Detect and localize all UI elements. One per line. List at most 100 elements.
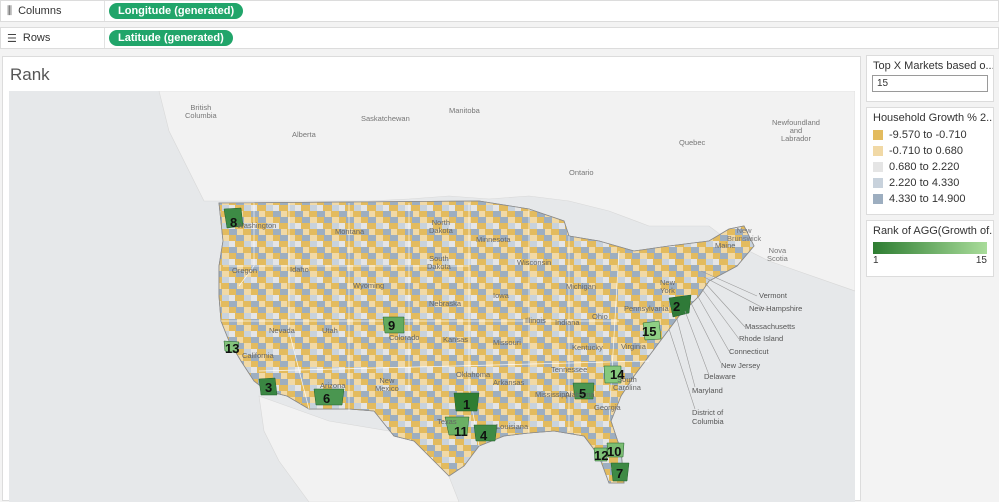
label-oklahoma: Oklahoma bbox=[456, 370, 491, 379]
columns-shelf[interactable]: ⫼ Columns Longitude (generated) bbox=[0, 0, 999, 22]
rank-gradient bbox=[873, 242, 987, 254]
label-wyoming: Wyoming bbox=[353, 281, 385, 290]
rank-label[interactable]: 5 bbox=[579, 386, 587, 401]
rank-label[interactable]: 8 bbox=[230, 215, 238, 230]
label-texas: Texas bbox=[437, 417, 457, 426]
label-georgia: Georgia bbox=[594, 403, 621, 412]
label-alabama: Alabama bbox=[565, 390, 595, 399]
map-view[interactable]: British Columbia Alberta Saskatchewan Ma… bbox=[9, 91, 855, 502]
rank-label[interactable]: 4 bbox=[480, 428, 488, 443]
label-nevada: Nevada bbox=[269, 326, 295, 335]
legend-item[interactable]: -9.570 to -0.710 bbox=[867, 127, 993, 143]
longitude-pill[interactable]: Longitude (generated) bbox=[109, 3, 244, 19]
label-kansas: Kansas bbox=[443, 335, 469, 344]
label-new-mexico: New Mexico bbox=[375, 376, 399, 393]
rank-max-label: 15 bbox=[975, 255, 987, 266]
label-nebraska: Nebraska bbox=[429, 299, 462, 308]
rank-label[interactable]: 9 bbox=[388, 318, 396, 333]
columns-shelf-label: ⫼ Columns bbox=[1, 1, 105, 21]
callout-connecticut: Connecticut bbox=[729, 347, 769, 356]
label-maine: Maine bbox=[715, 241, 736, 250]
label-new-york: New York bbox=[660, 278, 676, 295]
legend-swatch bbox=[873, 162, 883, 172]
rank-label[interactable]: 15 bbox=[642, 324, 657, 339]
rows-shelf-label: ☰ Rows bbox=[1, 28, 105, 48]
ranked-markets bbox=[223, 207, 692, 482]
parameter-title: Top X Markets based o... bbox=[873, 60, 993, 72]
worksheet: Rank bbox=[2, 56, 861, 502]
label-arkansas: Arkansas bbox=[493, 378, 525, 387]
legend-item[interactable]: 0.680 to 2.220 bbox=[867, 159, 993, 175]
rank-label[interactable]: 10 bbox=[607, 444, 622, 459]
callout-vermont: Vermont bbox=[759, 291, 787, 300]
rows-shelf[interactable]: ☰ Rows Latitude (generated) bbox=[0, 27, 999, 49]
callout-maryland: Maryland bbox=[692, 386, 723, 395]
label-quebec: Quebec bbox=[679, 138, 706, 147]
rank-legend: Rank of AGG(Growth of... 1 15 bbox=[866, 220, 994, 277]
label-ohio: Ohio bbox=[592, 312, 608, 321]
rank-label[interactable]: 7 bbox=[616, 466, 624, 481]
label-new-brunswick: New Brunswick bbox=[727, 226, 762, 243]
callout-rhode-island: Rhode Island bbox=[739, 334, 784, 343]
callout-dc: District of Columbia bbox=[692, 408, 724, 426]
label-nova-scotia: Nova Scotia bbox=[767, 246, 788, 263]
label-north-dakota: North Dakota bbox=[429, 218, 453, 235]
label-washington: Washington bbox=[237, 221, 277, 230]
map-canvas bbox=[9, 91, 855, 502]
top-x-input[interactable]: 15 bbox=[872, 75, 988, 92]
label-ontario: Ontario bbox=[569, 168, 594, 177]
label-california: California bbox=[242, 351, 274, 360]
rank-label[interactable]: 1 bbox=[463, 397, 471, 412]
label-colorado: Colorado bbox=[389, 333, 420, 342]
callout-delaware: Delaware bbox=[704, 372, 736, 381]
rank-label[interactable]: 14 bbox=[610, 367, 625, 382]
callout-massachusetts: Massachusetts bbox=[745, 322, 796, 331]
label-indiana: Indiana bbox=[555, 318, 580, 327]
label-kentucky: Kentucky bbox=[572, 343, 603, 352]
label-virginia: Virginia bbox=[621, 342, 646, 351]
legend-swatch bbox=[873, 194, 883, 204]
legend-swatch bbox=[873, 178, 883, 188]
rows-icon: ☰ bbox=[7, 31, 17, 45]
callout-new-hampshire: New Hampshire bbox=[749, 304, 803, 313]
legend-swatch bbox=[873, 146, 883, 156]
columns-icon: ⫼ bbox=[7, 4, 13, 17]
rank-label[interactable]: 2 bbox=[673, 299, 681, 314]
household-growth-legend: Household Growth % 2... -9.570 to -0.710… bbox=[866, 107, 994, 215]
rank-label[interactable]: 6 bbox=[323, 391, 331, 406]
label-manitoba: Manitoba bbox=[449, 106, 480, 115]
label-louisiana: Louisiana bbox=[496, 422, 529, 431]
rank-label[interactable]: 13 bbox=[225, 341, 240, 356]
label-wisconsin: Wisconsin bbox=[517, 258, 552, 267]
legend-item[interactable]: 4.330 to 14.900 bbox=[867, 191, 993, 207]
rank-label[interactable]: 11 bbox=[454, 424, 468, 439]
legend-item[interactable]: 2.220 to 4.330 bbox=[867, 175, 993, 191]
legend-title: Household Growth % 2... bbox=[873, 112, 993, 124]
label-south-carolina: South Carolina bbox=[613, 375, 641, 392]
label-mississippi: Mississippi bbox=[535, 390, 572, 399]
callout-new-jersey: New Jersey bbox=[721, 361, 761, 370]
top-x-markets-parameter: Top X Markets based o... 15 bbox=[866, 55, 994, 102]
rank-min-label: 1 bbox=[873, 255, 879, 266]
label-oregon: Oregon bbox=[232, 266, 258, 275]
latitude-pill[interactable]: Latitude (generated) bbox=[109, 30, 233, 46]
label-south-dakota: South Dakota bbox=[427, 254, 451, 271]
label-iowa: Iowa bbox=[493, 291, 509, 300]
label-illinois: Illinois bbox=[525, 316, 546, 325]
rank-label[interactable]: 12 bbox=[594, 448, 609, 463]
label-saskatchewan: Saskatchewan bbox=[361, 114, 410, 123]
label-british-columbia: British Columbia bbox=[185, 103, 217, 120]
label-minnesota: Minnesota bbox=[476, 235, 511, 244]
label-montana: Montana bbox=[335, 227, 365, 236]
label-michigan: Michigan bbox=[566, 282, 597, 291]
label-missouri: Missouri bbox=[493, 338, 521, 347]
label-arizona: Arizona bbox=[320, 381, 346, 390]
label-alberta: Alberta bbox=[292, 130, 316, 139]
rank-label[interactable]: 3 bbox=[265, 380, 273, 395]
sheet-title: Rank bbox=[10, 65, 50, 84]
legend-item[interactable]: -0.710 to 0.680 bbox=[867, 143, 993, 159]
label-pennsylvania: Pennsylvania bbox=[624, 304, 669, 313]
rank-legend-title: Rank of AGG(Growth of... bbox=[873, 225, 993, 237]
label-idaho: Idaho bbox=[290, 265, 309, 274]
label-utah: Utah bbox=[322, 326, 338, 335]
